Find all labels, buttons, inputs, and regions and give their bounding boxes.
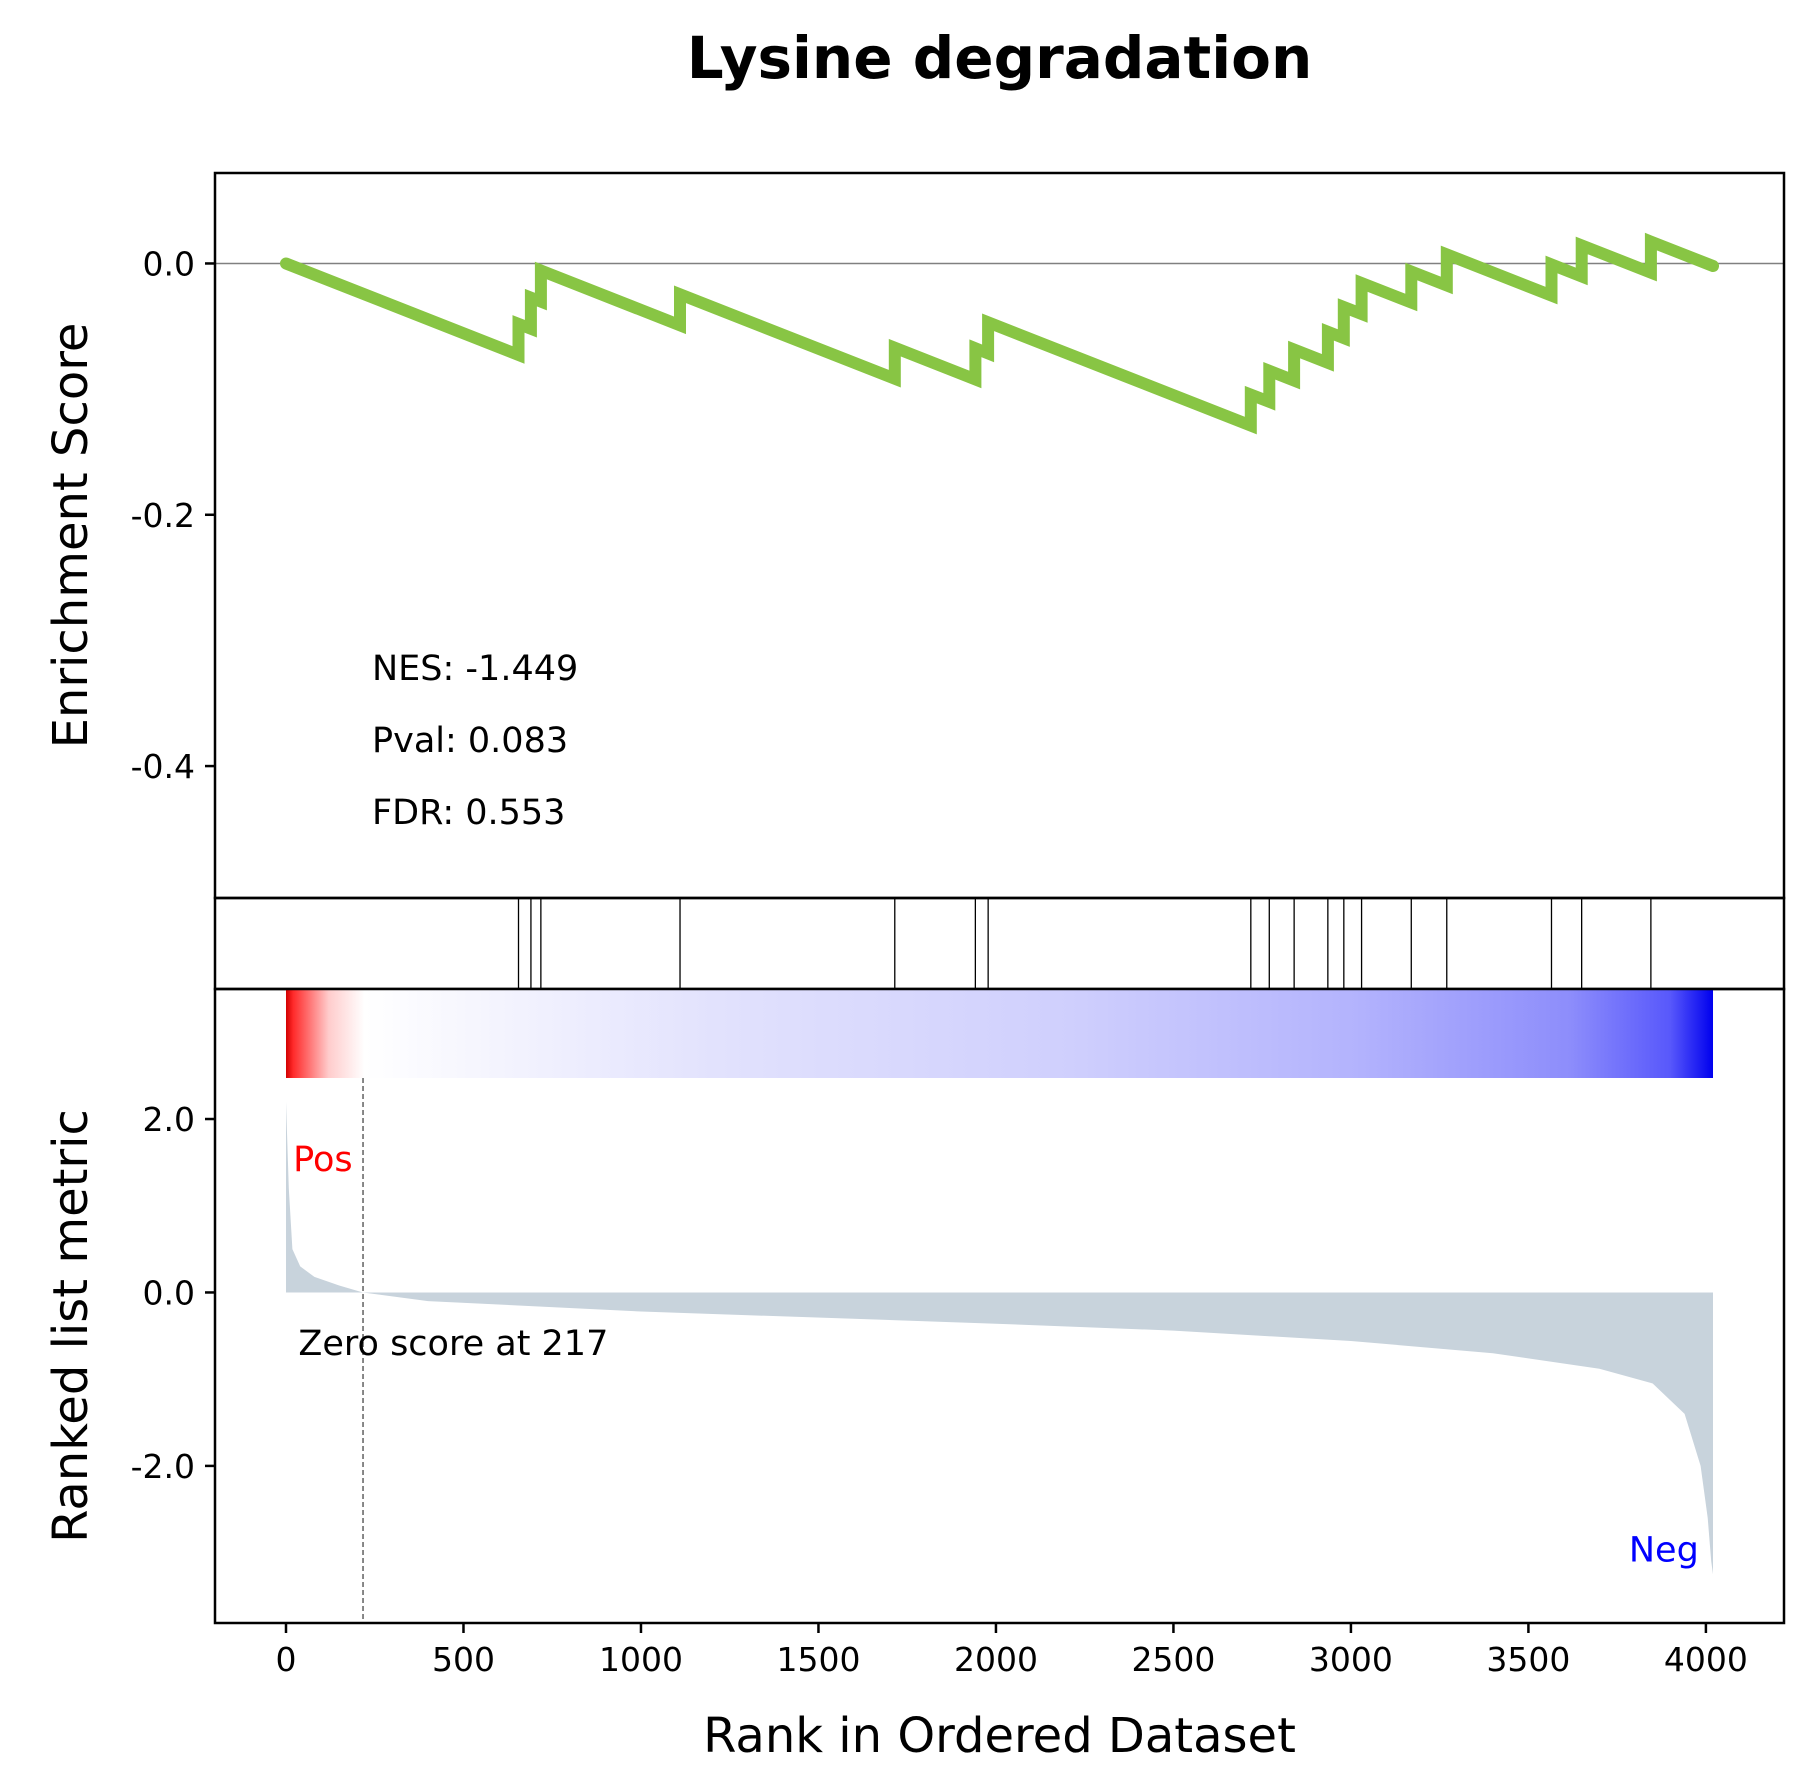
ranked-metric-y-tick-label: -2.0 bbox=[131, 1447, 195, 1486]
nes-stat: NES: -1.449 bbox=[372, 649, 578, 689]
enrichment-score-panel: NES: -1.449 Pval: 0.083 FDR: 0.553 0.0 -0… bbox=[43, 171, 1786, 900]
fdr-stat: FDR: 0.553 bbox=[372, 793, 565, 833]
x-tick-label: 3500 bbox=[1486, 1640, 1570, 1679]
enrichment-y-tick-label: 0.0 bbox=[143, 244, 195, 283]
enrichment-y-label: Enrichment Score bbox=[43, 323, 99, 749]
x-tick-label: 500 bbox=[432, 1640, 495, 1679]
hits-panel-frame bbox=[213, 896, 1786, 991]
x-tick-label: 2500 bbox=[1131, 1640, 1215, 1679]
x-axis-label: Rank in Ordered Dataset bbox=[703, 1708, 1296, 1764]
ranked-metric-panel: Pos Neg Zero score at 217 2.0 0.0 -2.0 Ran… bbox=[43, 987, 1786, 1625]
enrichment-y-tick-label: -0.2 bbox=[131, 496, 195, 535]
x-tick-label: 0 bbox=[275, 1640, 296, 1679]
x-axis-ticks: 0 500 1000 1500 2000 2500 3000 3500 4000 bbox=[275, 1623, 1748, 1679]
hit-markers-panel bbox=[213, 896, 1786, 991]
x-tick-label: 1500 bbox=[776, 1640, 860, 1679]
ranked-metric-y-tick-label: 2.0 bbox=[143, 1100, 195, 1139]
ranked-metric-y-label: Ranked list metric bbox=[43, 1109, 99, 1543]
ranked-metric-y-tick-label: 0.0 bbox=[143, 1273, 195, 1312]
ranked-panel-frame bbox=[213, 987, 1786, 1625]
ranked-metric-y-ticks: 2.0 0.0 -2.0 bbox=[131, 1100, 215, 1486]
pval-stat: Pval: 0.083 bbox=[372, 721, 568, 761]
rank-heatmap-bar bbox=[285, 989, 1714, 1078]
enrichment-y-ticks: 0.0 -0.2 -0.4 bbox=[131, 244, 215, 786]
neg-label: Neg bbox=[1629, 1530, 1699, 1570]
enrichment-y-tick-label: -0.4 bbox=[131, 747, 195, 786]
zero-score-label: Zero score at 217 bbox=[298, 1324, 608, 1364]
hit-markers bbox=[517, 898, 1652, 989]
x-tick-label: 1000 bbox=[599, 1640, 683, 1679]
x-tick-label: 4000 bbox=[1664, 1640, 1748, 1679]
enrichment-score-line bbox=[280, 232, 1719, 435]
chart-title: Lysine degradation bbox=[687, 24, 1313, 92]
x-tick-label: 2000 bbox=[954, 1640, 1038, 1679]
pos-label: Pos bbox=[293, 1140, 353, 1180]
x-tick-label: 3000 bbox=[1309, 1640, 1393, 1679]
ranked-metric-area bbox=[286, 1101, 1713, 1575]
